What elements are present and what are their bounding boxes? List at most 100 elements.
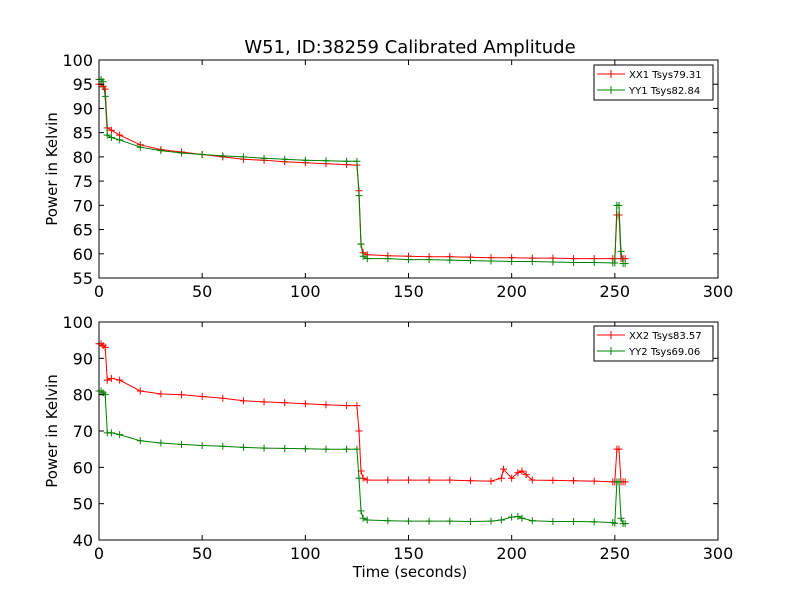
x-tick-label: 150 bbox=[393, 282, 424, 301]
data-point-marker bbox=[549, 476, 557, 484]
x-tick-label: 0 bbox=[94, 544, 104, 563]
data-point-marker bbox=[363, 255, 371, 263]
data-point-marker bbox=[260, 398, 268, 406]
y-tick-label: 100 bbox=[62, 313, 93, 332]
data-point-marker bbox=[570, 258, 578, 266]
legend-label-xx2: XX2 Tsys83.57 bbox=[629, 331, 702, 342]
data-point-marker bbox=[487, 517, 495, 525]
data-point-marker bbox=[425, 517, 433, 525]
data-point-marker bbox=[107, 429, 115, 437]
x-tick-label: 200 bbox=[496, 544, 527, 563]
data-point-marker bbox=[518, 467, 526, 475]
data-point-marker bbox=[107, 126, 115, 134]
legend-marker-yy1 bbox=[607, 86, 615, 94]
data-point-marker bbox=[359, 252, 367, 260]
data-point-marker bbox=[446, 256, 454, 264]
data-point-marker bbox=[353, 445, 361, 453]
data-point-marker bbox=[487, 477, 495, 485]
data-point-marker bbox=[570, 517, 578, 525]
data-point-marker bbox=[322, 445, 330, 453]
legend-marker-yy2 bbox=[607, 347, 615, 355]
data-point-marker bbox=[514, 512, 522, 520]
legend: XX2 Tsys83.57 YY2 Tsys69.06 bbox=[593, 325, 714, 362]
x-tick-label: 150 bbox=[393, 544, 424, 563]
data-point-marker bbox=[136, 143, 144, 151]
data-point-marker bbox=[611, 519, 619, 527]
y-tick-label: 65 bbox=[73, 221, 93, 240]
chart-title: W51, ID:38259 Calibrated Amplitude bbox=[244, 37, 575, 58]
data-point-marker bbox=[522, 471, 530, 479]
data-point-marker bbox=[549, 517, 557, 525]
data-point-marker bbox=[116, 136, 124, 144]
data-point-marker bbox=[301, 400, 309, 408]
data-point-marker bbox=[466, 477, 474, 485]
x-tick-label: 250 bbox=[600, 282, 631, 301]
data-point-marker bbox=[198, 392, 206, 400]
data-point-marker bbox=[384, 255, 392, 263]
data-point-marker bbox=[615, 478, 623, 486]
data-point-marker bbox=[219, 442, 227, 450]
data-point-marker bbox=[508, 513, 516, 521]
tick-layer: 0 50 100 150 200 250 300 40 50 60 70 80 90 100 bbox=[62, 313, 733, 563]
data-point-marker bbox=[514, 469, 522, 477]
data-point-marker bbox=[157, 439, 165, 447]
data-point-marker bbox=[570, 477, 578, 485]
data-point-marker bbox=[239, 443, 247, 451]
data-point-marker bbox=[590, 258, 598, 266]
data-point-marker bbox=[466, 257, 474, 265]
y-axis-label: Power in Kelvin bbox=[43, 112, 61, 226]
legend: XX1 Tsys79.31 YY1 Tsys82.84 bbox=[593, 64, 714, 101]
x-tick-label: 100 bbox=[290, 282, 321, 301]
data-point-marker bbox=[322, 401, 330, 409]
data-point-marker bbox=[198, 150, 206, 158]
data-point-marker bbox=[178, 391, 186, 399]
x-tick-label: 200 bbox=[496, 282, 527, 301]
x-axis-label: Time (seconds) bbox=[352, 563, 468, 581]
data-point-marker bbox=[301, 445, 309, 453]
data-point-marker bbox=[518, 514, 526, 522]
data-point-marker bbox=[343, 445, 351, 453]
series-layer bbox=[95, 75, 629, 267]
data-point-marker bbox=[198, 442, 206, 450]
data-point-marker bbox=[281, 444, 289, 452]
data-point-marker bbox=[528, 476, 536, 484]
y-tick-label: 70 bbox=[73, 196, 93, 215]
data-point-marker bbox=[260, 444, 268, 452]
data-point-marker bbox=[357, 240, 365, 248]
legend-marker-xx2 bbox=[607, 331, 615, 339]
y-tick-label: 60 bbox=[73, 458, 93, 477]
y-tick-label: 80 bbox=[73, 386, 93, 405]
y-tick-label: 90 bbox=[73, 349, 93, 368]
data-point-marker bbox=[178, 440, 186, 448]
data-point-marker bbox=[425, 476, 433, 484]
y-tick-label: 90 bbox=[73, 99, 93, 118]
x-tick-label: 300 bbox=[703, 282, 734, 301]
data-point-marker bbox=[219, 152, 227, 160]
y-tick-label: 60 bbox=[73, 245, 93, 264]
data-point-marker bbox=[621, 259, 629, 267]
data-point-marker bbox=[363, 476, 371, 484]
x-tick-label: 100 bbox=[290, 544, 321, 563]
data-point-marker bbox=[359, 514, 367, 522]
series-line-0 bbox=[99, 343, 626, 483]
top-panel: 0 50 100 150 200 250 300556065707580859095100 … bbox=[43, 51, 733, 301]
data-point-marker bbox=[353, 157, 361, 165]
data-point-marker bbox=[136, 387, 144, 395]
x-tick-label: 50 bbox=[192, 544, 212, 563]
data-point-marker bbox=[343, 402, 351, 410]
data-point-marker bbox=[590, 477, 598, 485]
legend-label-yy2: YY2 Tsys69.06 bbox=[628, 347, 700, 358]
data-point-marker bbox=[487, 257, 495, 265]
data-point-marker bbox=[405, 476, 412, 484]
y-tick-label: 70 bbox=[73, 422, 93, 441]
data-point-marker bbox=[281, 399, 289, 407]
y-tick-label: 55 bbox=[73, 269, 93, 288]
data-point-marker bbox=[281, 155, 289, 163]
data-point-marker bbox=[497, 516, 505, 524]
data-point-marker bbox=[353, 402, 361, 410]
data-point-marker bbox=[355, 427, 363, 435]
data-point-marker bbox=[239, 153, 247, 161]
y-tick-label: 100 bbox=[62, 51, 93, 70]
data-point-marker bbox=[101, 92, 109, 100]
